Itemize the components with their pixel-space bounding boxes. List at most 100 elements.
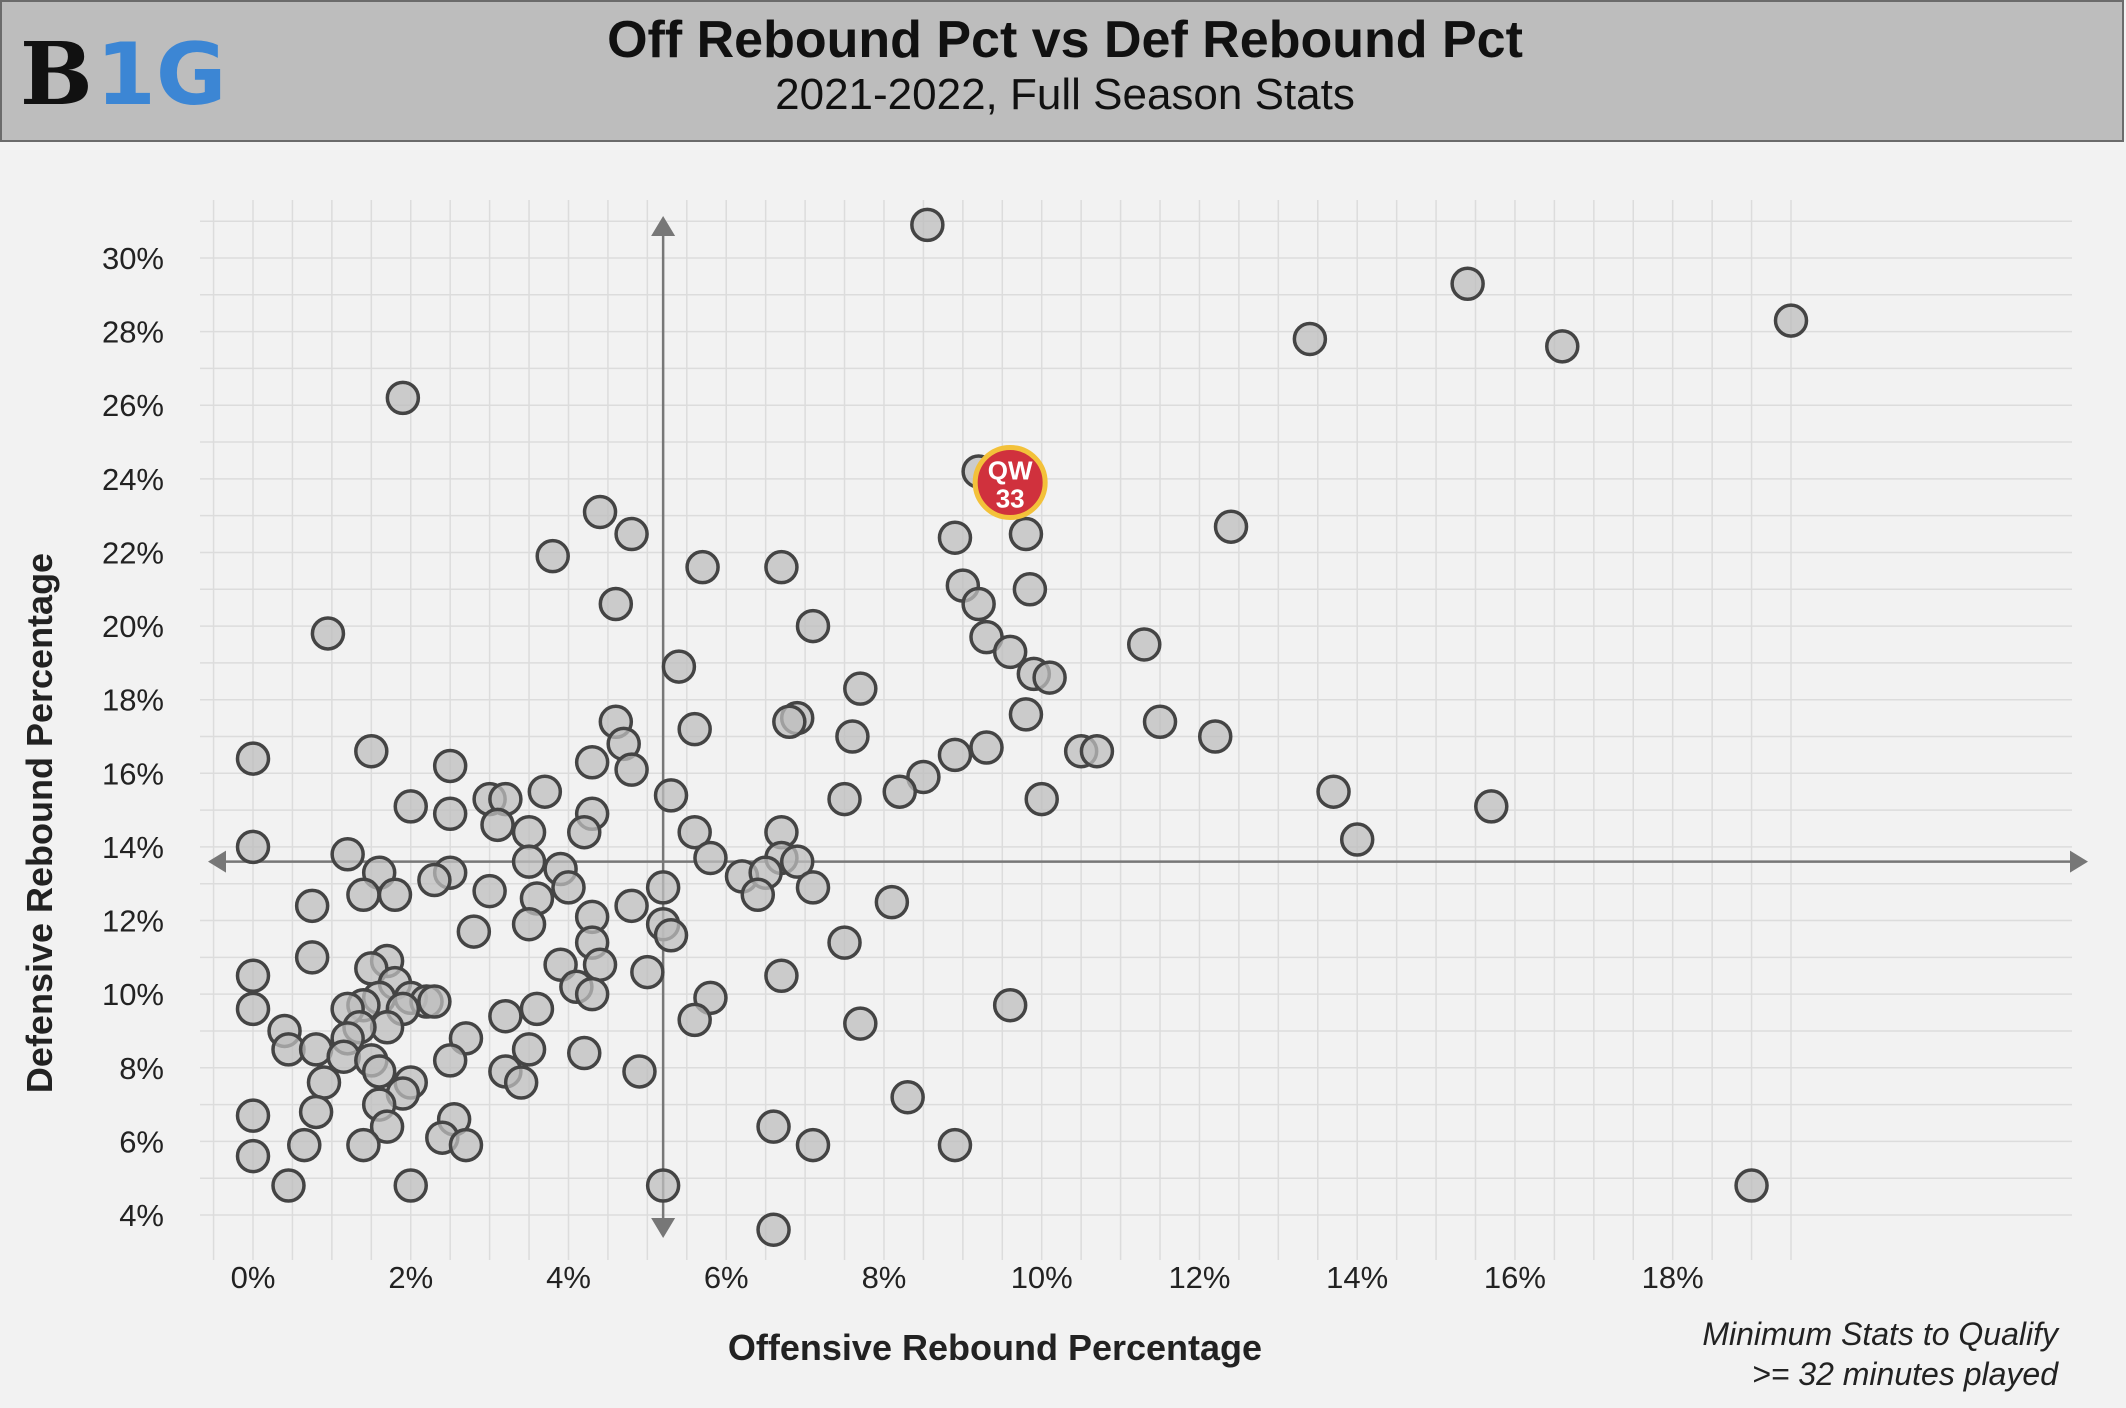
data-point[interactable]: [969, 730, 1004, 765]
data-point[interactable]: [330, 837, 365, 872]
data-point[interactable]: [503, 1065, 539, 1100]
data-point[interactable]: [1734, 1168, 1769, 1203]
data-point[interactable]: [772, 704, 807, 740]
data-point[interactable]: [1012, 572, 1048, 607]
data-point[interactable]: [677, 1002, 712, 1038]
data-point[interactable]: [432, 748, 468, 784]
data-point[interactable]: [551, 870, 586, 905]
data-point[interactable]: [693, 840, 728, 876]
data-point[interactable]: [756, 1212, 791, 1247]
data-point[interactable]: [614, 752, 649, 787]
data-point[interactable]: [511, 844, 547, 879]
data-point[interactable]: [511, 1032, 547, 1067]
data-point[interactable]: [582, 494, 618, 530]
data-point[interactable]: [574, 745, 610, 780]
data-point[interactable]: [1032, 660, 1067, 695]
data-point[interactable]: [1545, 329, 1580, 364]
data-point[interactable]: [1024, 781, 1059, 817]
data-point[interactable]: [511, 814, 547, 850]
data-point[interactable]: [235, 958, 271, 993]
data-point[interactable]: [910, 207, 945, 243]
data-point[interactable]: [294, 888, 330, 924]
data-point[interactable]: [937, 1127, 973, 1163]
data-point[interactable]: [1127, 627, 1162, 662]
data-point[interactable]: [937, 520, 973, 555]
data-point[interactable]: [511, 906, 547, 942]
data-point[interactable]: [1197, 719, 1233, 754]
data-point[interactable]: [472, 873, 507, 909]
data-point[interactable]: [1450, 266, 1485, 302]
data-point[interactable]: [653, 778, 689, 813]
data-point[interactable]: [310, 616, 346, 651]
data-point[interactable]: [369, 1109, 405, 1144]
data-point[interactable]: [535, 538, 570, 574]
data-point[interactable]: [361, 1054, 397, 1089]
data-point[interactable]: [432, 796, 468, 832]
data-point[interactable]: [882, 774, 917, 809]
data-point[interactable]: [1142, 704, 1178, 740]
data-point[interactable]: [377, 877, 413, 913]
data-point[interactable]: [653, 918, 689, 953]
data-point[interactable]: [480, 807, 515, 843]
data-point[interactable]: [1292, 321, 1328, 357]
data-point[interactable]: [661, 649, 697, 684]
data-point[interactable]: [567, 1035, 602, 1071]
data-point[interactable]: [992, 987, 1028, 1023]
data-point[interactable]: [827, 925, 862, 960]
data-point[interactable]: [432, 1043, 468, 1078]
data-point[interactable]: [235, 991, 271, 1027]
data-point[interactable]: [795, 1127, 831, 1163]
data-point[interactable]: [677, 711, 712, 747]
data-point[interactable]: [385, 380, 421, 416]
data-point[interactable]: [287, 1127, 322, 1163]
data-point[interactable]: [1079, 733, 1115, 769]
data-point[interactable]: [961, 586, 996, 622]
data-point[interactable]: [417, 984, 452, 1019]
data-point[interactable]: [937, 737, 973, 773]
data-point[interactable]: [685, 549, 720, 585]
data-point[interactable]: [779, 844, 815, 879]
data-point[interactable]: [756, 1109, 791, 1144]
data-point[interactable]: [417, 862, 452, 898]
data-point[interactable]: [645, 1168, 681, 1203]
data-point[interactable]: [1008, 697, 1044, 732]
data-point[interactable]: [235, 1098, 271, 1133]
data-point[interactable]: [614, 516, 649, 552]
data-point[interactable]: [567, 814, 602, 850]
data-point[interactable]: [448, 1127, 484, 1163]
data-point[interactable]: [527, 774, 563, 809]
data-point[interactable]: [764, 958, 799, 993]
data-point[interactable]: [298, 1094, 334, 1130]
data-point[interactable]: [795, 870, 831, 905]
data-point[interactable]: [992, 634, 1028, 670]
data-point[interactable]: [456, 914, 492, 949]
data-point[interactable]: [614, 888, 649, 924]
data-point[interactable]: [764, 549, 799, 585]
data-point[interactable]: [1339, 822, 1375, 857]
data-point[interactable]: [346, 1127, 381, 1163]
data-point[interactable]: [519, 991, 555, 1027]
data-point[interactable]: [1773, 303, 1809, 338]
data-point[interactable]: [271, 1168, 306, 1203]
data-point[interactable]: [1316, 774, 1351, 809]
data-point[interactable]: [574, 976, 610, 1012]
data-point[interactable]: [354, 733, 389, 769]
data-point[interactable]: [740, 877, 776, 913]
data-point[interactable]: [1213, 509, 1249, 544]
data-point[interactable]: [843, 1006, 878, 1041]
data-point[interactable]: [645, 870, 681, 905]
highlight-badge[interactable]: [972, 445, 1048, 521]
data-point[interactable]: [306, 1065, 342, 1100]
data-point[interactable]: [843, 671, 878, 706]
data-point[interactable]: [393, 1168, 428, 1203]
data-point[interactable]: [622, 1054, 657, 1089]
data-point[interactable]: [795, 608, 831, 644]
data-point[interactable]: [235, 1138, 271, 1174]
data-point[interactable]: [630, 954, 665, 990]
data-point[interactable]: [890, 1079, 925, 1115]
data-point[interactable]: [677, 814, 712, 850]
data-point[interactable]: [1008, 516, 1044, 552]
data-point[interactable]: [235, 741, 271, 776]
data-point[interactable]: [1474, 789, 1509, 824]
